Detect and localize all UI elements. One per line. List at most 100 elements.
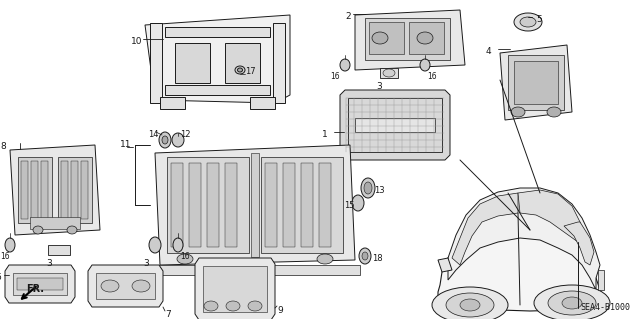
Text: SEA4-B1000: SEA4-B1000 [580, 303, 630, 312]
Bar [225, 43, 260, 83]
Bar [30, 217, 80, 229]
Bar [165, 27, 270, 37]
Text: FR.: FR. [26, 284, 44, 294]
Bar [150, 265, 360, 275]
Text: 15: 15 [344, 201, 355, 210]
Ellipse shape [362, 252, 368, 260]
Text: 6: 6 [0, 273, 1, 282]
Ellipse shape [317, 254, 333, 264]
Ellipse shape [132, 280, 150, 292]
Bar [171, 163, 183, 247]
Ellipse shape [67, 226, 77, 234]
Ellipse shape [372, 32, 388, 44]
Bar [31, 161, 38, 219]
Ellipse shape [520, 17, 536, 27]
Ellipse shape [511, 107, 525, 117]
Bar [369, 22, 404, 54]
Ellipse shape [460, 299, 480, 311]
Bar [96, 273, 155, 299]
Text: 8: 8 [0, 142, 6, 151]
Bar [365, 18, 450, 60]
Bar [250, 97, 275, 109]
Ellipse shape [514, 13, 542, 31]
Bar [41, 161, 48, 219]
Bar [225, 163, 237, 247]
Polygon shape [500, 45, 572, 120]
Text: 16: 16 [0, 252, 10, 261]
Polygon shape [438, 236, 605, 311]
Text: 3: 3 [143, 259, 148, 268]
Bar [508, 55, 564, 110]
Ellipse shape [149, 237, 161, 253]
Text: 13: 13 [374, 186, 385, 195]
Text: 16: 16 [330, 72, 340, 81]
Ellipse shape [172, 133, 184, 147]
Ellipse shape [159, 132, 171, 148]
Bar [207, 163, 219, 247]
Ellipse shape [101, 280, 119, 292]
Bar [58, 157, 92, 223]
Text: 17: 17 [245, 67, 255, 76]
Polygon shape [155, 145, 355, 265]
Text: 4: 4 [486, 47, 492, 56]
Text: 16: 16 [427, 72, 436, 81]
Text: 3: 3 [46, 259, 52, 268]
Bar [203, 266, 267, 312]
Ellipse shape [33, 226, 43, 234]
Ellipse shape [417, 32, 433, 44]
Ellipse shape [352, 195, 364, 211]
Ellipse shape [204, 301, 218, 311]
Polygon shape [340, 90, 450, 160]
Ellipse shape [177, 254, 193, 264]
Polygon shape [355, 10, 465, 70]
Bar [251, 153, 259, 257]
Ellipse shape [446, 293, 494, 317]
Ellipse shape [248, 301, 262, 311]
Text: 16: 16 [180, 252, 189, 261]
Bar [261, 157, 343, 253]
Bar [167, 157, 249, 253]
Text: 11: 11 [120, 140, 131, 149]
Ellipse shape [237, 68, 243, 72]
Ellipse shape [383, 69, 395, 77]
Polygon shape [564, 222, 594, 265]
Text: 7: 7 [165, 310, 171, 319]
Ellipse shape [432, 287, 508, 319]
Ellipse shape [361, 178, 375, 198]
Bar [355, 118, 435, 132]
Ellipse shape [562, 297, 582, 309]
Ellipse shape [548, 291, 596, 315]
Ellipse shape [162, 136, 168, 144]
Ellipse shape [534, 285, 610, 319]
Polygon shape [195, 258, 275, 319]
Text: 12: 12 [180, 130, 191, 139]
Ellipse shape [235, 66, 245, 74]
Bar [18, 157, 52, 223]
Bar [409, 22, 444, 54]
Polygon shape [448, 188, 600, 290]
Bar [265, 163, 277, 247]
Text: 5: 5 [536, 15, 541, 24]
Bar [61, 161, 68, 219]
Ellipse shape [420, 59, 430, 71]
Bar [175, 43, 210, 83]
Ellipse shape [5, 238, 15, 252]
Bar [81, 161, 88, 219]
Bar [348, 98, 442, 152]
Ellipse shape [359, 248, 371, 264]
Bar [150, 23, 162, 103]
Polygon shape [10, 145, 100, 235]
Bar [273, 23, 285, 103]
Polygon shape [452, 193, 518, 265]
Ellipse shape [226, 301, 240, 311]
Bar [165, 85, 270, 95]
Bar [319, 163, 331, 247]
Bar [13, 273, 67, 295]
Ellipse shape [364, 182, 372, 194]
Text: 2: 2 [345, 12, 351, 21]
Text: 3: 3 [376, 82, 381, 91]
Text: 1: 1 [322, 130, 328, 139]
Bar [301, 163, 313, 247]
Ellipse shape [340, 59, 350, 71]
Polygon shape [88, 265, 163, 307]
